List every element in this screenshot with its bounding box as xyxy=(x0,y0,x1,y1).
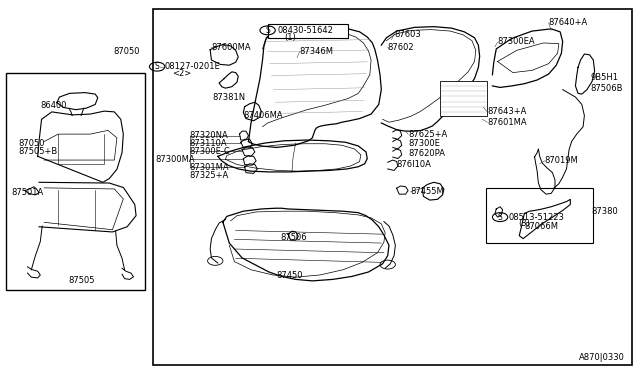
Text: 08430-51642: 08430-51642 xyxy=(278,26,333,35)
Text: 87620PA: 87620PA xyxy=(408,149,445,158)
Text: 87640+A: 87640+A xyxy=(548,19,588,28)
Text: 87603: 87603 xyxy=(394,29,421,39)
Bar xyxy=(6,73,145,290)
Bar xyxy=(268,25,348,38)
Text: 87301MA: 87301MA xyxy=(189,163,229,172)
Text: 87300E: 87300E xyxy=(408,139,440,148)
Text: 87346M: 87346M xyxy=(300,47,333,56)
Text: 87380: 87380 xyxy=(591,207,618,216)
Text: 87505: 87505 xyxy=(68,276,95,285)
Text: 87506B: 87506B xyxy=(590,84,623,93)
Bar xyxy=(486,188,593,243)
Text: 87300EA: 87300EA xyxy=(497,37,535,46)
Text: 87019M: 87019M xyxy=(545,156,579,165)
Bar xyxy=(153,9,632,365)
Text: 87066M: 87066M xyxy=(524,222,558,231)
Text: A870|0330: A870|0330 xyxy=(579,353,625,362)
Text: S: S xyxy=(498,213,502,222)
Text: 873110A: 873110A xyxy=(189,138,227,148)
Bar xyxy=(440,81,487,116)
Text: (1): (1) xyxy=(284,33,296,42)
Text: 87506: 87506 xyxy=(280,233,307,243)
Text: 87381N: 87381N xyxy=(212,93,246,102)
Text: 87643+A: 87643+A xyxy=(487,108,527,116)
Text: 87600MA: 87600MA xyxy=(211,43,251,52)
Text: 87300MA: 87300MA xyxy=(156,155,195,164)
Text: 87325+A: 87325+A xyxy=(189,171,229,180)
Text: 87450: 87450 xyxy=(276,271,303,280)
Text: 87601MA: 87601MA xyxy=(487,118,527,127)
Text: (3): (3) xyxy=(518,219,530,228)
Text: 08513-51223: 08513-51223 xyxy=(508,213,564,222)
Text: 87300E-C: 87300E-C xyxy=(189,147,230,155)
Text: 87320NA: 87320NA xyxy=(189,131,228,140)
Text: 87455M: 87455M xyxy=(411,187,444,196)
Text: 87406MA: 87406MA xyxy=(243,111,283,120)
Text: 87505+B: 87505+B xyxy=(19,147,58,156)
Text: <2>: <2> xyxy=(172,69,191,78)
Text: 876I10A: 876I10A xyxy=(397,160,431,169)
Text: 87501A: 87501A xyxy=(11,188,43,197)
Text: 87625+A: 87625+A xyxy=(408,129,447,139)
Text: S: S xyxy=(265,26,270,35)
Text: 87602: 87602 xyxy=(388,42,414,51)
Text: 87050: 87050 xyxy=(19,139,45,148)
Text: S: S xyxy=(155,62,159,71)
Text: 08127-0201E: 08127-0201E xyxy=(164,62,220,71)
Text: 86400: 86400 xyxy=(40,101,67,110)
Text: 9B5H1: 9B5H1 xyxy=(590,73,618,82)
Text: 87050: 87050 xyxy=(113,47,140,56)
